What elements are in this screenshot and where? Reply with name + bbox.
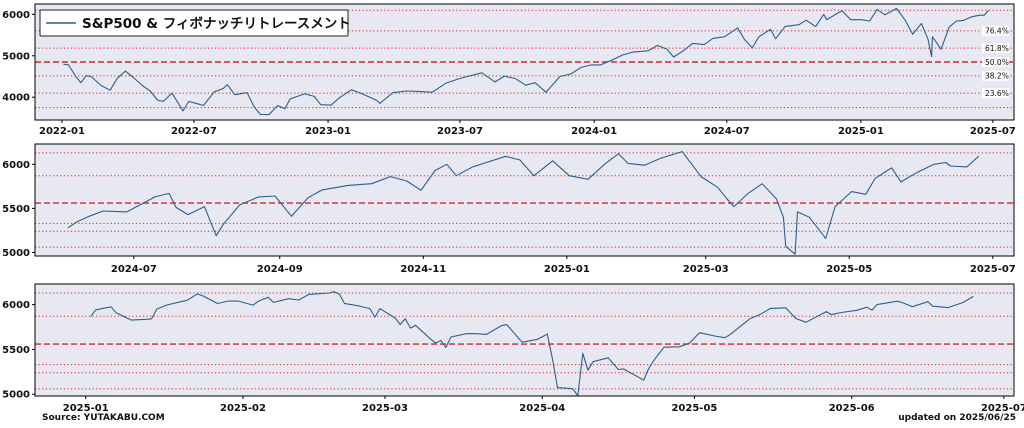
y-tick-label: 6000 <box>2 300 30 311</box>
legend-label: S&P500 & フィボナッチリトレースメント <box>82 16 351 32</box>
sp500-line <box>63 7 989 116</box>
sp500-line <box>67 151 980 255</box>
x-tick-label: 2025-07 <box>970 264 1016 275</box>
fibonacci-label-box <box>982 88 1009 99</box>
x-tick-label: 2024-09 <box>257 264 303 275</box>
x-tick-label: 2022-01 <box>39 126 85 137</box>
x-tick-label: 2023-07 <box>437 126 483 137</box>
y-tick-label: 6000 <box>2 10 30 21</box>
source-label: Source: YUTAKABU.COM <box>42 413 165 423</box>
x-tick-label: 2022-07 <box>171 126 217 137</box>
fibonacci-label: 50.0% <box>985 58 1009 67</box>
fibonacci-label: 38.2% <box>985 72 1009 81</box>
x-tick-label: 2025-01 <box>544 264 590 275</box>
chart-panel-overview: 4000 5000 6000 2022-01 2022-07 2023-01 2023-07… <box>2 3 1016 137</box>
x-tick-label: 2024-07 <box>704 126 750 137</box>
sp500-line <box>90 291 974 396</box>
fibonacci-label: 23.6% <box>985 89 1009 98</box>
x-tick-label: 2024-07 <box>111 264 157 275</box>
x-tick-label: 2025-02 <box>220 403 266 414</box>
x-tick-label: 2025-05 <box>826 264 872 275</box>
x-tick-label: 2025-07 <box>970 126 1016 137</box>
x-tick-label: 2025-01 <box>838 126 884 137</box>
fibonacci-label-box <box>982 43 1009 54</box>
x-tick-label: 2025-03 <box>683 264 729 275</box>
y-tick-label: 5500 <box>2 204 30 215</box>
fibonacci-label: 61.8% <box>985 44 1009 53</box>
y-tick-label: 5000 <box>2 51 30 62</box>
plot-area <box>35 284 1014 396</box>
fibonacci-label-box <box>982 70 1009 81</box>
x-tick-label: 2023-01 <box>305 126 351 137</box>
x-tick-label: 2025-07 <box>981 403 1024 414</box>
x-tick-label: 2024-11 <box>400 264 446 275</box>
x-tick-label: 2025-05 <box>671 403 717 414</box>
plot-frame <box>34 3 1015 121</box>
y-tick-label: 5500 <box>2 345 30 356</box>
y-tick-label: 5000 <box>2 248 30 259</box>
y-tick-label: 4000 <box>2 93 30 104</box>
legend-box <box>39 9 349 37</box>
chart-panel-one-year: 5000 5500 6000 2024-07 2024-09 2024-11 2025-01… <box>2 143 1016 275</box>
y-tick-label: 5000 <box>2 390 30 401</box>
plot-frame <box>34 143 1015 257</box>
fibonacci-label-box <box>982 57 1009 67</box>
fibonacci-label-box <box>982 25 1009 36</box>
x-tick-label: 2024-01 <box>571 126 617 137</box>
legend: S&P500 & フィボナッチリトレースメント <box>39 9 351 37</box>
y-tick-label: 6000 <box>2 160 30 171</box>
fibonacci-label: 76.4% <box>985 27 1009 36</box>
x-tick-label: 2025-06 <box>829 403 875 414</box>
chart-panel-six-months: 5000 5500 6000 2025-01 2025-02 2025-03 2025-04… <box>2 283 1024 414</box>
updated-label: updated on 2025/06/25 <box>898 413 1016 423</box>
plot-area <box>35 144 1014 256</box>
x-tick-label: 2025-04 <box>519 403 565 414</box>
plot-frame <box>34 283 1015 397</box>
x-tick-label: 2025-03 <box>362 403 408 414</box>
x-tick-label: 2025-01 <box>63 403 109 414</box>
